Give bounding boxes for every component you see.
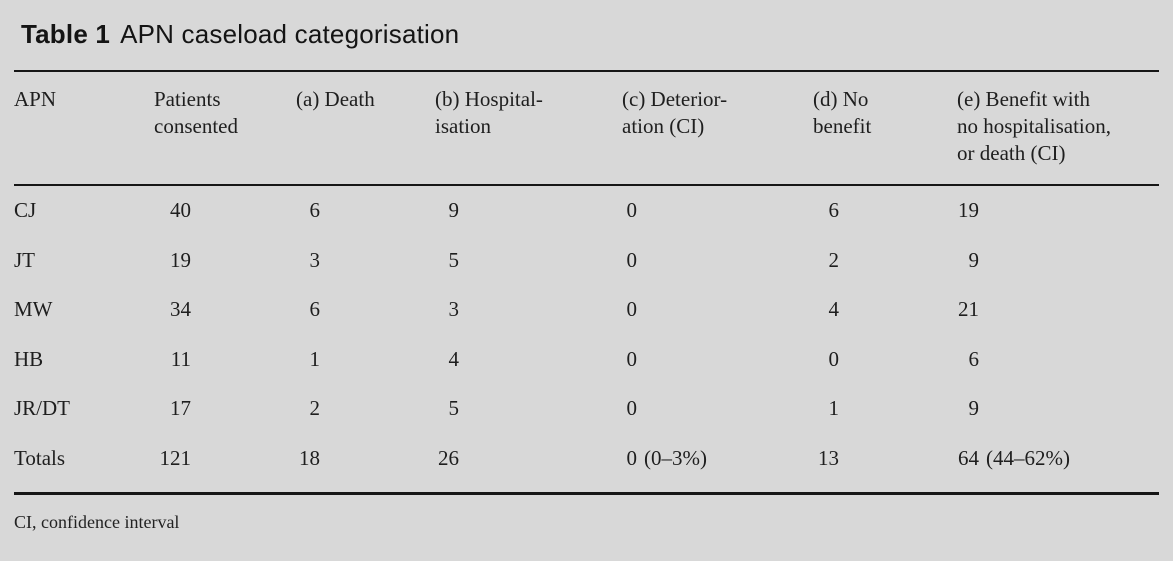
cell-hospitalisation: 4: [448, 346, 460, 371]
cell-apn: Totals: [14, 445, 66, 470]
cell-patients: 121: [159, 445, 192, 470]
table-number-label: Table 1: [21, 19, 111, 49]
column-header-death: (a) Death: [296, 87, 375, 111]
cell-patients: 17: [170, 396, 191, 421]
table-row-totals: Totals 121 18 26 0 (0–3%) 13 64 (44–62%): [14, 434, 1159, 484]
cell-death: 18: [299, 445, 320, 470]
table-caption: Table 1 APN caseload categorisation: [14, 0, 1159, 70]
cell-deterioration: 0: [626, 396, 638, 421]
top-rule: [14, 70, 1159, 72]
cell-no-benefit: 2: [828, 247, 840, 272]
cell-benefit: 64 (44–62%): [958, 445, 1070, 470]
cell-no-benefit: 4: [828, 297, 840, 322]
cell-patients: 40: [170, 198, 191, 223]
table-row: MW 34 6 3 0 4 21: [14, 285, 1159, 335]
cell-apn: JT: [14, 247, 35, 272]
cell-no-benefit: 6: [828, 198, 840, 223]
column-header-benefit: (e) Benefit with no hospitalisation, or …: [957, 87, 1111, 165]
cell-benefit-ci: (44–62%): [986, 445, 1070, 470]
column-header-no-benefit: (d) No benefit: [813, 87, 872, 138]
cell-deterioration: 0: [626, 346, 638, 371]
cell-hospitalisation: 3: [448, 297, 460, 322]
cell-benefit: 19: [958, 198, 979, 223]
table-row: JT 19 3 5 0 2 9: [14, 236, 1159, 286]
cell-deterioration: 0: [626, 198, 638, 223]
column-header-patients-consented: Patients consented: [154, 87, 238, 138]
cell-hospitalisation: 5: [448, 396, 460, 421]
table-body: CJ 40 6 9 0 6 19 JT 19 3 5 0 2 9 MW 34 6…: [14, 186, 1159, 492]
cell-deterioration: 0: [626, 297, 638, 322]
cell-benefit: 21: [958, 297, 979, 322]
table-row: CJ 40 6 9 0 6 19: [14, 186, 1159, 236]
cell-death: 6: [309, 297, 321, 322]
cell-patients: 11: [170, 346, 191, 371]
cell-death: 2: [309, 396, 321, 421]
cell-death: 3: [309, 247, 321, 272]
column-header-deterioration: (c) Deterior- ation (CI): [622, 87, 728, 138]
table-footnote: CI, confidence interval: [14, 512, 180, 532]
cell-benefit: 9: [968, 396, 980, 421]
cell-no-benefit: 1: [828, 396, 840, 421]
cell-hospitalisation: 9: [448, 198, 460, 223]
cell-deterioration: 0 (0–3%): [626, 445, 707, 470]
cell-deterioration-ci: (0–3%): [644, 445, 707, 470]
cell-patients: 34: [170, 297, 191, 322]
cell-benefit: 6: [968, 346, 980, 371]
table-header-row: APN Patients consented (a) Death (b) Hos…: [14, 72, 1159, 184]
table-row: JR/DT 17 2 5 0 1 9: [14, 384, 1159, 434]
cell-apn: CJ: [14, 198, 37, 223]
cell-no-benefit: 0: [828, 346, 840, 371]
cell-apn: MW: [14, 297, 53, 322]
header-rule: [14, 184, 1159, 186]
cell-death: 6: [309, 198, 321, 223]
cell-death: 1: [309, 346, 321, 371]
cell-hospitalisation: 26: [438, 445, 459, 470]
cell-apn: HB: [14, 346, 44, 371]
column-header-hospitalisation: (b) Hospital- isation: [435, 87, 543, 138]
cell-benefit: 9: [968, 247, 980, 272]
table-row: HB 11 1 4 0 0 6: [14, 335, 1159, 385]
cell-deterioration: 0: [626, 247, 638, 272]
cell-patients: 19: [170, 247, 191, 272]
cell-apn: JR/DT: [14, 396, 71, 421]
cell-hospitalisation: 5: [448, 247, 460, 272]
cell-no-benefit: 13: [818, 445, 839, 470]
table-title: APN caseload categorisation: [120, 19, 460, 49]
column-header-apn: APN: [14, 87, 57, 111]
bottom-rule: [14, 492, 1159, 495]
